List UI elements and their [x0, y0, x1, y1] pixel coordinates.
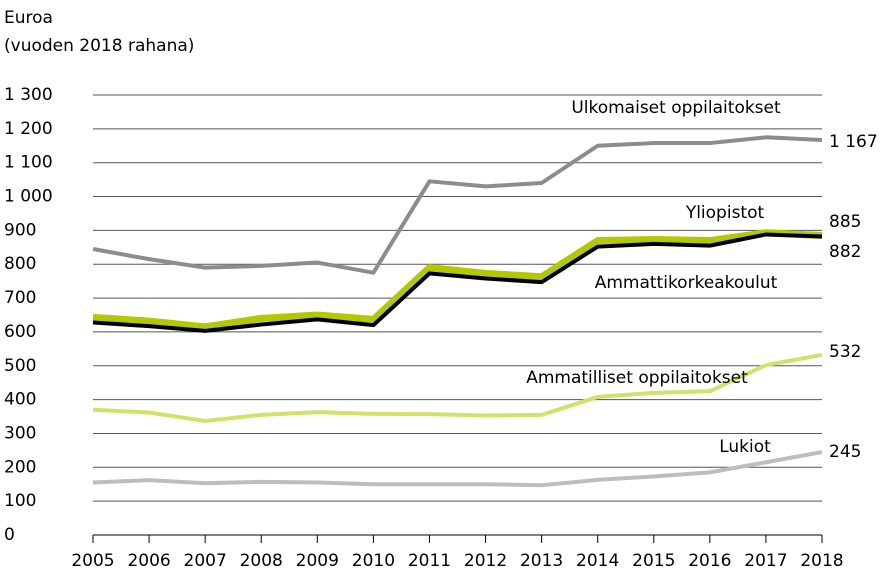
x-tick-label: 2011 [408, 551, 451, 571]
x-tick-label: 2007 [184, 551, 227, 571]
y-tick-label: 1 000 [4, 187, 53, 207]
x-tick-label: 2016 [688, 551, 731, 571]
value-label: 885 [829, 212, 861, 232]
series-line [92, 135, 823, 275]
series-line [92, 229, 823, 331]
x-tick-label: 2005 [71, 551, 114, 571]
y-tick-label: 500 [4, 356, 36, 376]
x-tick-label: 2012 [464, 551, 507, 571]
x-tick-label: 2008 [240, 551, 283, 571]
value-label: 245 [829, 442, 861, 462]
series-label: Ammattikorkeakoulut [595, 273, 778, 293]
series-line [92, 232, 823, 333]
series-line [92, 450, 823, 488]
y-tick-label: 300 [4, 423, 36, 443]
x-tick-label: 2009 [296, 551, 339, 571]
y-tick-label: 900 [4, 220, 36, 240]
y-tick-label: 1 100 [4, 153, 53, 173]
y-axis-title: Euroa [4, 8, 53, 28]
y-tick-label: 1 300 [4, 85, 53, 105]
value-label: 882 [829, 242, 861, 262]
y-tick-label: 0 [4, 525, 15, 545]
x-tick-label: 2014 [576, 551, 619, 571]
y-tick-label: 400 [4, 390, 36, 410]
x-tick-label: 2015 [632, 551, 675, 571]
y-tick-label: 600 [4, 322, 36, 342]
x-tick-label: 2010 [352, 551, 395, 571]
y-tick-label: 100 [4, 491, 36, 511]
x-tick-label: 2018 [800, 551, 843, 571]
series-label: Ulkomaiset oppilaitokset [571, 98, 781, 118]
x-tick-label: 2006 [127, 551, 170, 571]
series-label: Ammatilliset oppilaitokset [526, 368, 748, 388]
series-line [92, 352, 823, 423]
series-label: Yliopistot [685, 203, 765, 223]
x-tick-label: 2017 [744, 551, 787, 571]
value-label: 532 [829, 342, 861, 362]
x-tick-label: 2013 [520, 551, 563, 571]
y-axis-subtitle: (vuoden 2018 rahana) [4, 36, 194, 56]
y-tick-label: 200 [4, 457, 36, 477]
y-tick-label: 700 [4, 288, 36, 308]
y-tick-label: 1 200 [4, 119, 53, 139]
series-label: Lukiot [719, 437, 771, 457]
y-tick-label: 800 [4, 254, 36, 274]
value-label: 1 167 [829, 132, 878, 152]
